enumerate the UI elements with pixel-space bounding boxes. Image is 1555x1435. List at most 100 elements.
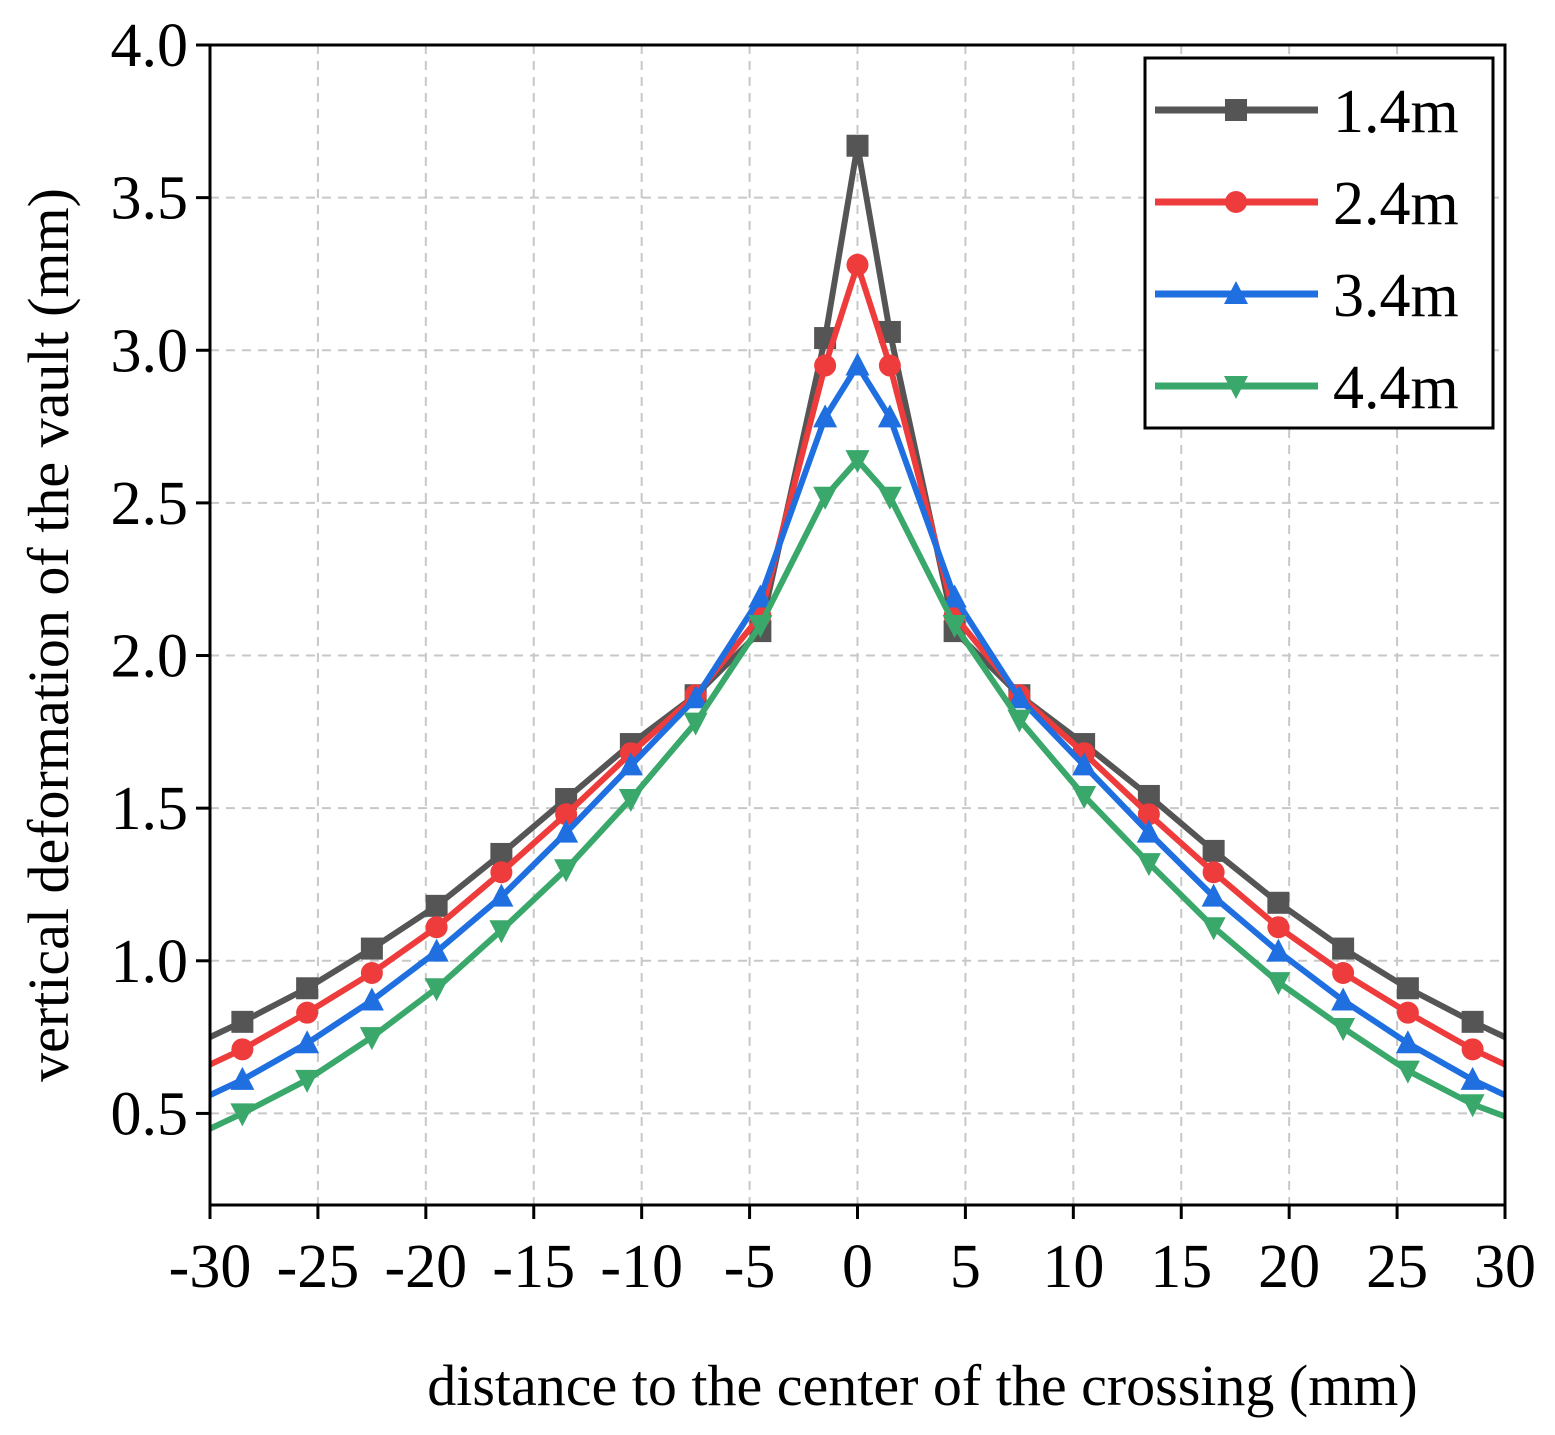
data-point xyxy=(683,685,708,709)
data-point xyxy=(877,486,902,510)
data-point xyxy=(1136,853,1161,877)
data-point xyxy=(846,253,869,276)
data-point xyxy=(295,1030,320,1054)
data-point xyxy=(360,962,383,984)
y-tick-label: 1.0 xyxy=(111,928,189,996)
data-point xyxy=(490,861,513,884)
data-point xyxy=(1395,1030,1420,1054)
data-point xyxy=(618,752,643,776)
data-point xyxy=(425,894,448,917)
x-tick-label: 20 xyxy=(1258,1233,1320,1301)
x-tick-label: 30 xyxy=(1474,1233,1536,1301)
x-tick-label: -25 xyxy=(277,1233,360,1301)
data-point xyxy=(359,987,384,1011)
legend-label: 1.4m xyxy=(1333,78,1459,146)
data-point xyxy=(555,788,578,810)
x-tick-label: -30 xyxy=(169,1233,252,1301)
data-point xyxy=(878,354,901,377)
data-point xyxy=(1072,752,1097,776)
data-point xyxy=(748,584,773,608)
legend-box xyxy=(1143,56,1495,430)
data-point xyxy=(618,789,643,812)
data-point xyxy=(1202,861,1225,884)
legend-marker xyxy=(1225,99,1247,121)
x-tick-label: 10 xyxy=(1042,1233,1104,1301)
data-point xyxy=(813,404,838,428)
x-tick-label: -10 xyxy=(600,1233,683,1301)
y-tick-label: 3.5 xyxy=(111,165,189,233)
data-point xyxy=(846,134,869,157)
legend-marker xyxy=(1225,191,1247,213)
data-point xyxy=(1136,819,1161,843)
data-point xyxy=(877,404,902,428)
data-point xyxy=(1266,972,1291,996)
series-4.4m xyxy=(210,450,1505,1132)
data-point xyxy=(1395,1060,1420,1084)
data-point xyxy=(814,354,837,377)
x-tick-label: 25 xyxy=(1366,1233,1428,1301)
legend: 1.4m 2.4m 3.4m 4.4m xyxy=(1143,56,1495,430)
data-point xyxy=(424,938,449,962)
series-group xyxy=(210,134,1505,1132)
data-point xyxy=(1072,785,1097,809)
x-tick-label: 5 xyxy=(950,1233,981,1301)
data-point xyxy=(1460,1094,1485,1118)
data-point xyxy=(1266,938,1291,962)
data-point xyxy=(359,1027,384,1051)
data-point xyxy=(942,584,967,608)
data-point xyxy=(1332,937,1355,960)
data-point xyxy=(295,1069,320,1093)
series-2.4m xyxy=(210,253,1505,1068)
data-point xyxy=(942,615,967,638)
y-tick-label: 4.0 xyxy=(111,12,189,80)
legend-label: 3.4m xyxy=(1333,262,1459,330)
data-point xyxy=(1461,1038,1484,1061)
data-point xyxy=(845,450,870,474)
legend-label: 2.4m xyxy=(1333,170,1459,238)
data-point xyxy=(1201,883,1226,907)
y-tick-label: 2.0 xyxy=(111,623,189,691)
data-point xyxy=(296,1001,319,1024)
data-point xyxy=(1267,891,1290,914)
data-point xyxy=(555,803,578,826)
y-tick-label: 2.5 xyxy=(111,470,189,538)
y-tick-label: 0.5 xyxy=(111,1080,189,1148)
data-point xyxy=(554,859,579,883)
data-point xyxy=(748,615,773,638)
y-axis-title: vertical deformation of the vault (mm) xyxy=(16,188,81,1082)
x-tick-label: 15 xyxy=(1150,1233,1212,1301)
data-point xyxy=(554,819,579,843)
x-tick-label: 0 xyxy=(842,1233,873,1301)
data-point xyxy=(1396,1001,1419,1024)
legend-marker xyxy=(1224,376,1248,399)
data-point xyxy=(1331,987,1356,1011)
data-point xyxy=(489,920,514,944)
legend-marker xyxy=(1224,281,1248,304)
data-point xyxy=(1396,977,1419,1000)
data-point xyxy=(1137,784,1160,807)
x-tick-label: -20 xyxy=(385,1233,468,1301)
data-point xyxy=(490,842,513,865)
data-point xyxy=(1332,962,1355,984)
legend-item: 2.4m xyxy=(1155,170,1459,238)
data-point xyxy=(489,883,514,907)
data-point xyxy=(813,486,838,510)
data-point xyxy=(425,916,448,939)
legend-label: 4.4m xyxy=(1333,354,1459,422)
legend-item: 3.4m xyxy=(1155,262,1459,330)
y-tick-label: 3.0 xyxy=(111,317,189,385)
data-point xyxy=(424,978,449,1002)
ticks: -30 -25 -20 -15 -10 -5 0 5 10 15 20 25 30 0.5 1.0 1.5 2.… xyxy=(111,12,1537,1301)
legend-item: 4.4m xyxy=(1155,354,1459,422)
x-tick-label: -15 xyxy=(492,1233,575,1301)
data-point xyxy=(1202,839,1225,862)
data-point xyxy=(1007,709,1032,733)
data-point xyxy=(845,352,870,376)
data-point xyxy=(1460,1066,1485,1090)
x-tick-label: -5 xyxy=(724,1233,776,1301)
data-point xyxy=(683,712,708,736)
data-point xyxy=(296,977,319,1000)
data-point xyxy=(1201,917,1226,941)
